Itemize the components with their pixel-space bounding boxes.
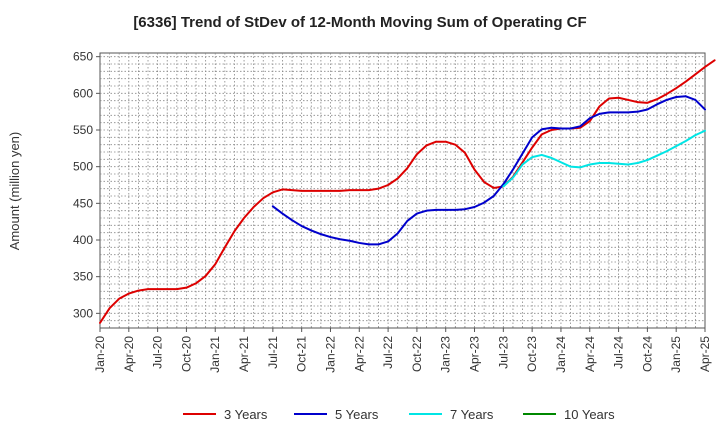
x-tick-label: Oct-20 xyxy=(179,336,193,372)
x-tick-label: Jul-23 xyxy=(496,336,510,369)
x-tick-label: Apr-22 xyxy=(352,336,366,372)
legend-label-10-years: 10 Years xyxy=(564,407,615,422)
y-tick-label: 450 xyxy=(73,196,93,210)
x-tick-label: Jul-20 xyxy=(151,336,165,369)
x-tick-label: Oct-23 xyxy=(525,336,539,372)
x-tick-label: Jan-24 xyxy=(554,336,568,373)
y-axis-ticks: 300 350 400 450 500 550 600 650 xyxy=(73,50,100,320)
x-tick-label: Jan-22 xyxy=(323,336,337,373)
x-tick-label: Jul-21 xyxy=(266,336,280,369)
x-tick-label: Oct-24 xyxy=(640,336,654,372)
y-tick-label: 650 xyxy=(73,50,93,64)
y-tick-label: 350 xyxy=(73,270,93,284)
plot-area xyxy=(99,52,706,329)
y-tick-label: 400 xyxy=(73,233,93,247)
x-tick-label: Oct-22 xyxy=(410,336,424,372)
legend-label-3-years: 3 Years xyxy=(224,407,268,422)
y-tick-label: 600 xyxy=(73,86,93,100)
series-line-3-years xyxy=(99,59,716,324)
y-axis-label: Amount (million yen) xyxy=(7,132,22,251)
x-tick-label: Jan-23 xyxy=(439,336,453,373)
y-tick-label: 300 xyxy=(73,306,93,320)
legend-label-7-years: 7 Years xyxy=(450,407,494,422)
x-tick-label: Apr-24 xyxy=(583,336,597,372)
x-tick-label: Jul-22 xyxy=(381,336,395,369)
series-lines xyxy=(99,59,716,324)
x-tick-label: Apr-20 xyxy=(122,336,136,372)
legend: 3 Years 5 Years 7 Years 10 Years xyxy=(183,407,615,422)
y-tick-label: 550 xyxy=(73,123,93,137)
x-tick-label: Oct-21 xyxy=(295,336,309,372)
x-axis-ticks: Jan-20 Apr-20 Jul-20 Oct-20 Jan-21 Apr-21 Jul-… xyxy=(93,328,712,373)
y-tick-label: 500 xyxy=(73,160,93,174)
x-tick-label: Jan-20 xyxy=(93,336,107,373)
x-tick-label: Apr-21 xyxy=(237,336,251,372)
x-tick-label: Jan-21 xyxy=(208,336,222,373)
x-tick-label: Jul-24 xyxy=(612,336,626,369)
chart-title: [6336] Trend of StDev of 12-Month Moving… xyxy=(133,14,586,31)
x-tick-label: Apr-25 xyxy=(698,336,712,372)
series-line-7-years xyxy=(502,129,706,188)
x-tick-label: Jan-25 xyxy=(669,336,683,373)
series-line-5-years xyxy=(271,95,706,246)
x-tick-label: Apr-23 xyxy=(468,336,482,372)
plot-border xyxy=(99,52,706,329)
legend-label-5-years: 5 Years xyxy=(335,407,379,422)
